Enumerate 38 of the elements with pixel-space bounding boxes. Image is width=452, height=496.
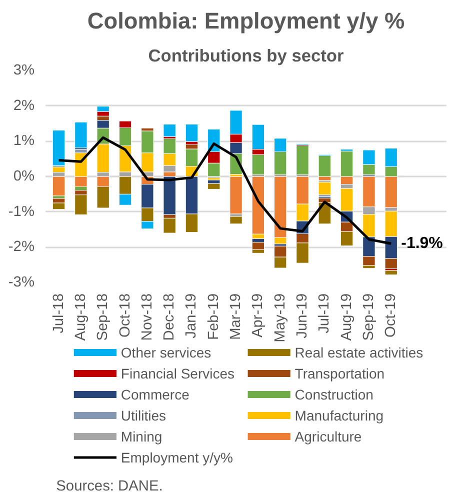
annotation: -1.9% bbox=[401, 235, 443, 252]
x-tick-label: Aug-18 bbox=[72, 293, 89, 341]
chart-title: Colombia: Employment y/y % bbox=[87, 8, 405, 34]
x-tick-label: Mar-19 bbox=[228, 293, 244, 340]
x-tick-label: Oct-19 bbox=[383, 294, 400, 338]
legend-label: Real estate activities bbox=[294, 344, 424, 360]
y-tick-label: -2% bbox=[8, 239, 35, 256]
legend-label: Utilities bbox=[120, 408, 166, 424]
x-tick-label: May-19 bbox=[272, 293, 288, 342]
x-tick-label: Jan-19 bbox=[184, 293, 200, 338]
x-tick-label: Jun-19 bbox=[294, 293, 310, 338]
legend-label: Manufacturing bbox=[294, 408, 384, 424]
x-tick-label: Dec-18 bbox=[162, 293, 178, 341]
x-tick-label: Aug-19 bbox=[338, 293, 355, 341]
legend-label: Construction bbox=[294, 386, 374, 402]
x-tick-label: Sep-19 bbox=[360, 293, 377, 341]
legend-label: Financial Services bbox=[120, 366, 235, 382]
legend-label: Agriculture bbox=[294, 428, 362, 444]
source-note: Sources: DANE. bbox=[56, 478, 163, 494]
y-tick-label: 3% bbox=[13, 62, 35, 78]
x-tick-label: Sep-18 bbox=[95, 293, 112, 341]
x-tick-label: Jul-18 bbox=[50, 293, 67, 334]
chart-subtitle: Contributions by sector bbox=[148, 46, 344, 66]
y-tick-label: 0% bbox=[13, 168, 35, 184]
legend-label: Other services bbox=[120, 344, 212, 360]
x-tick-label: Apr-19 bbox=[250, 293, 266, 338]
y-tick-label: -3% bbox=[8, 274, 35, 290]
x-tick-label: Jul-19 bbox=[316, 293, 333, 334]
y-tick-label: -1% bbox=[8, 204, 35, 220]
legend-label: Mining bbox=[120, 428, 162, 444]
legend-label: Commerce bbox=[120, 386, 190, 402]
x-tick-label: Oct-18 bbox=[117, 294, 134, 338]
legend-label: Transportation bbox=[294, 366, 385, 382]
x-tick-label: Feb-19 bbox=[206, 293, 222, 340]
x-tick-label: Nov-18 bbox=[139, 293, 156, 341]
y-tick-label: 2% bbox=[13, 98, 35, 114]
y-tick-label: 1% bbox=[13, 133, 35, 150]
legend-label: Employment y/y% bbox=[120, 450, 233, 466]
